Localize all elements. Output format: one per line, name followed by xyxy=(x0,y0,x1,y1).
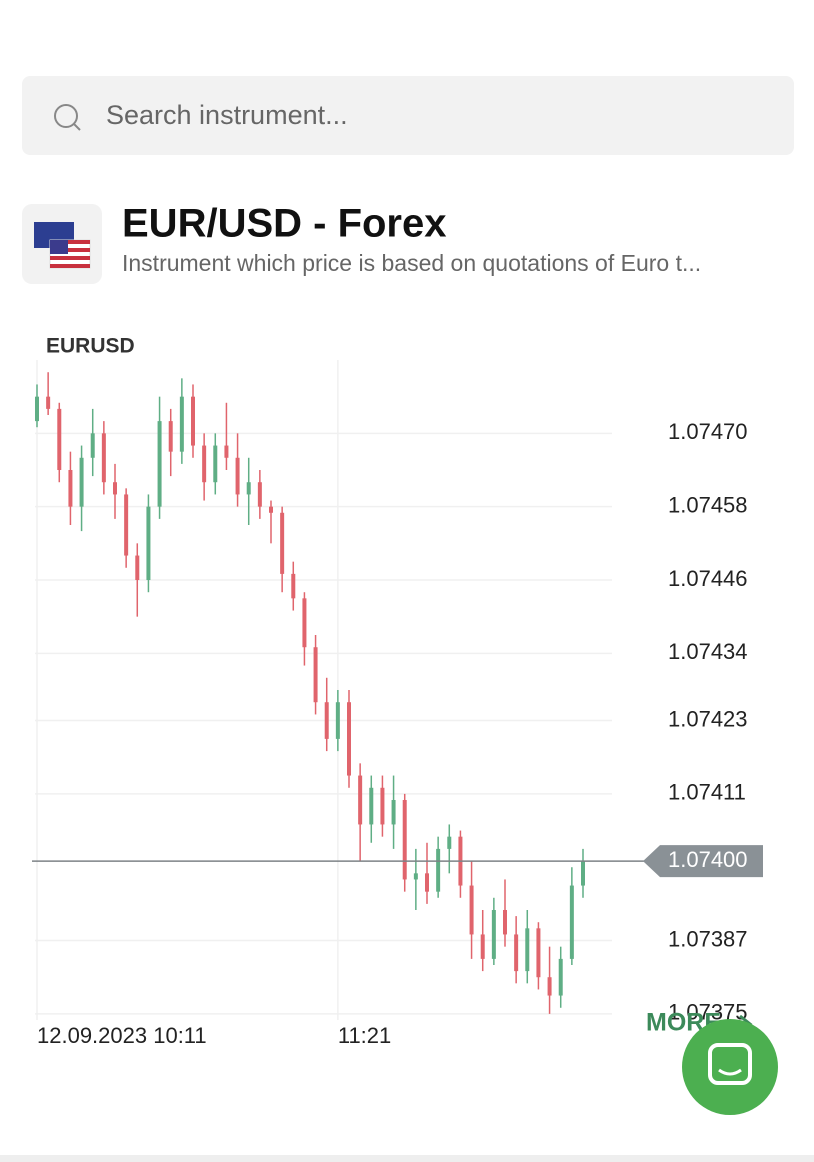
candle-body xyxy=(46,396,51,409)
candle-body xyxy=(503,910,507,935)
candle-body xyxy=(335,702,340,739)
y-tick-label: 1.07423 xyxy=(668,706,748,731)
candle-body xyxy=(480,934,485,959)
candle-body xyxy=(469,885,474,935)
candle-body xyxy=(235,457,240,495)
candle-body xyxy=(291,573,296,599)
candle-body xyxy=(124,494,129,556)
candle-body xyxy=(358,775,363,825)
candle-body xyxy=(391,800,396,825)
candle-body xyxy=(168,421,173,452)
chat-button[interactable] xyxy=(682,1019,778,1115)
candle-body xyxy=(135,555,140,580)
candle-body xyxy=(213,445,218,483)
candle-body xyxy=(380,787,385,825)
search-icon xyxy=(54,104,78,128)
candle-body xyxy=(191,396,195,446)
last-price-label: 1.07400 xyxy=(668,847,748,872)
candle-body xyxy=(569,885,574,959)
candle-body xyxy=(35,396,39,422)
search-box[interactable] xyxy=(22,76,794,155)
last-price-tag xyxy=(643,845,763,878)
candle-body xyxy=(269,506,273,513)
candle-body xyxy=(514,934,519,972)
candle-body xyxy=(581,861,585,886)
chat-smile xyxy=(718,1068,742,1076)
candle-body xyxy=(413,873,418,880)
candle-body xyxy=(101,433,106,483)
candle-body xyxy=(536,928,541,978)
x-tick-label: 12.09.2023 10:11 xyxy=(37,1023,207,1048)
candle-body xyxy=(402,800,407,880)
candle-body xyxy=(447,836,452,849)
candle-body xyxy=(202,445,207,483)
candle-body xyxy=(179,396,184,452)
instrument-description: Instrument which price is based on quota… xyxy=(122,250,701,276)
candle-body xyxy=(425,873,429,892)
candle-body xyxy=(525,928,530,972)
candle-body xyxy=(257,482,262,507)
search-placeholder: Search instrument... xyxy=(106,100,348,130)
candle-body xyxy=(436,848,441,892)
x-tick-label: 11:21 xyxy=(338,1023,391,1048)
candle-body xyxy=(324,702,329,739)
instrument-title: EUR/USD - Forex xyxy=(122,202,447,246)
candle-body xyxy=(547,977,552,996)
candle-body xyxy=(90,433,95,458)
candle-body xyxy=(246,482,251,495)
chat-icon xyxy=(708,1043,752,1085)
candle-body xyxy=(280,512,285,574)
y-tick-label: 1.07434 xyxy=(668,639,748,664)
candle-body xyxy=(113,482,117,495)
search-icon-handle xyxy=(73,123,81,131)
candle-body xyxy=(313,647,318,703)
y-tick-label: 1.07411 xyxy=(668,780,746,805)
candle-body xyxy=(57,408,62,470)
candle-body xyxy=(369,787,374,825)
candle-body xyxy=(68,470,73,507)
y-tick-label: 1.07387 xyxy=(668,926,748,951)
us-stripes xyxy=(50,240,90,268)
y-tick-label: 1.07458 xyxy=(668,492,748,517)
bottom-bar xyxy=(0,1155,814,1162)
candle-body xyxy=(79,457,84,507)
candle-body xyxy=(347,702,351,776)
candle-body xyxy=(302,598,307,648)
candle-body xyxy=(491,910,496,959)
chart: 1.07470 1.07458 1.07446 1.07434 1.07423 1.074… xyxy=(32,360,763,1048)
candle-body xyxy=(146,506,151,580)
chart-title: EURUSD xyxy=(46,335,135,358)
candle-body xyxy=(224,445,229,458)
y-tick-label: 1.07470 xyxy=(668,419,748,444)
candle-body xyxy=(157,421,162,507)
candle-body xyxy=(558,958,563,996)
y-tick-label: 1.07446 xyxy=(668,566,748,591)
